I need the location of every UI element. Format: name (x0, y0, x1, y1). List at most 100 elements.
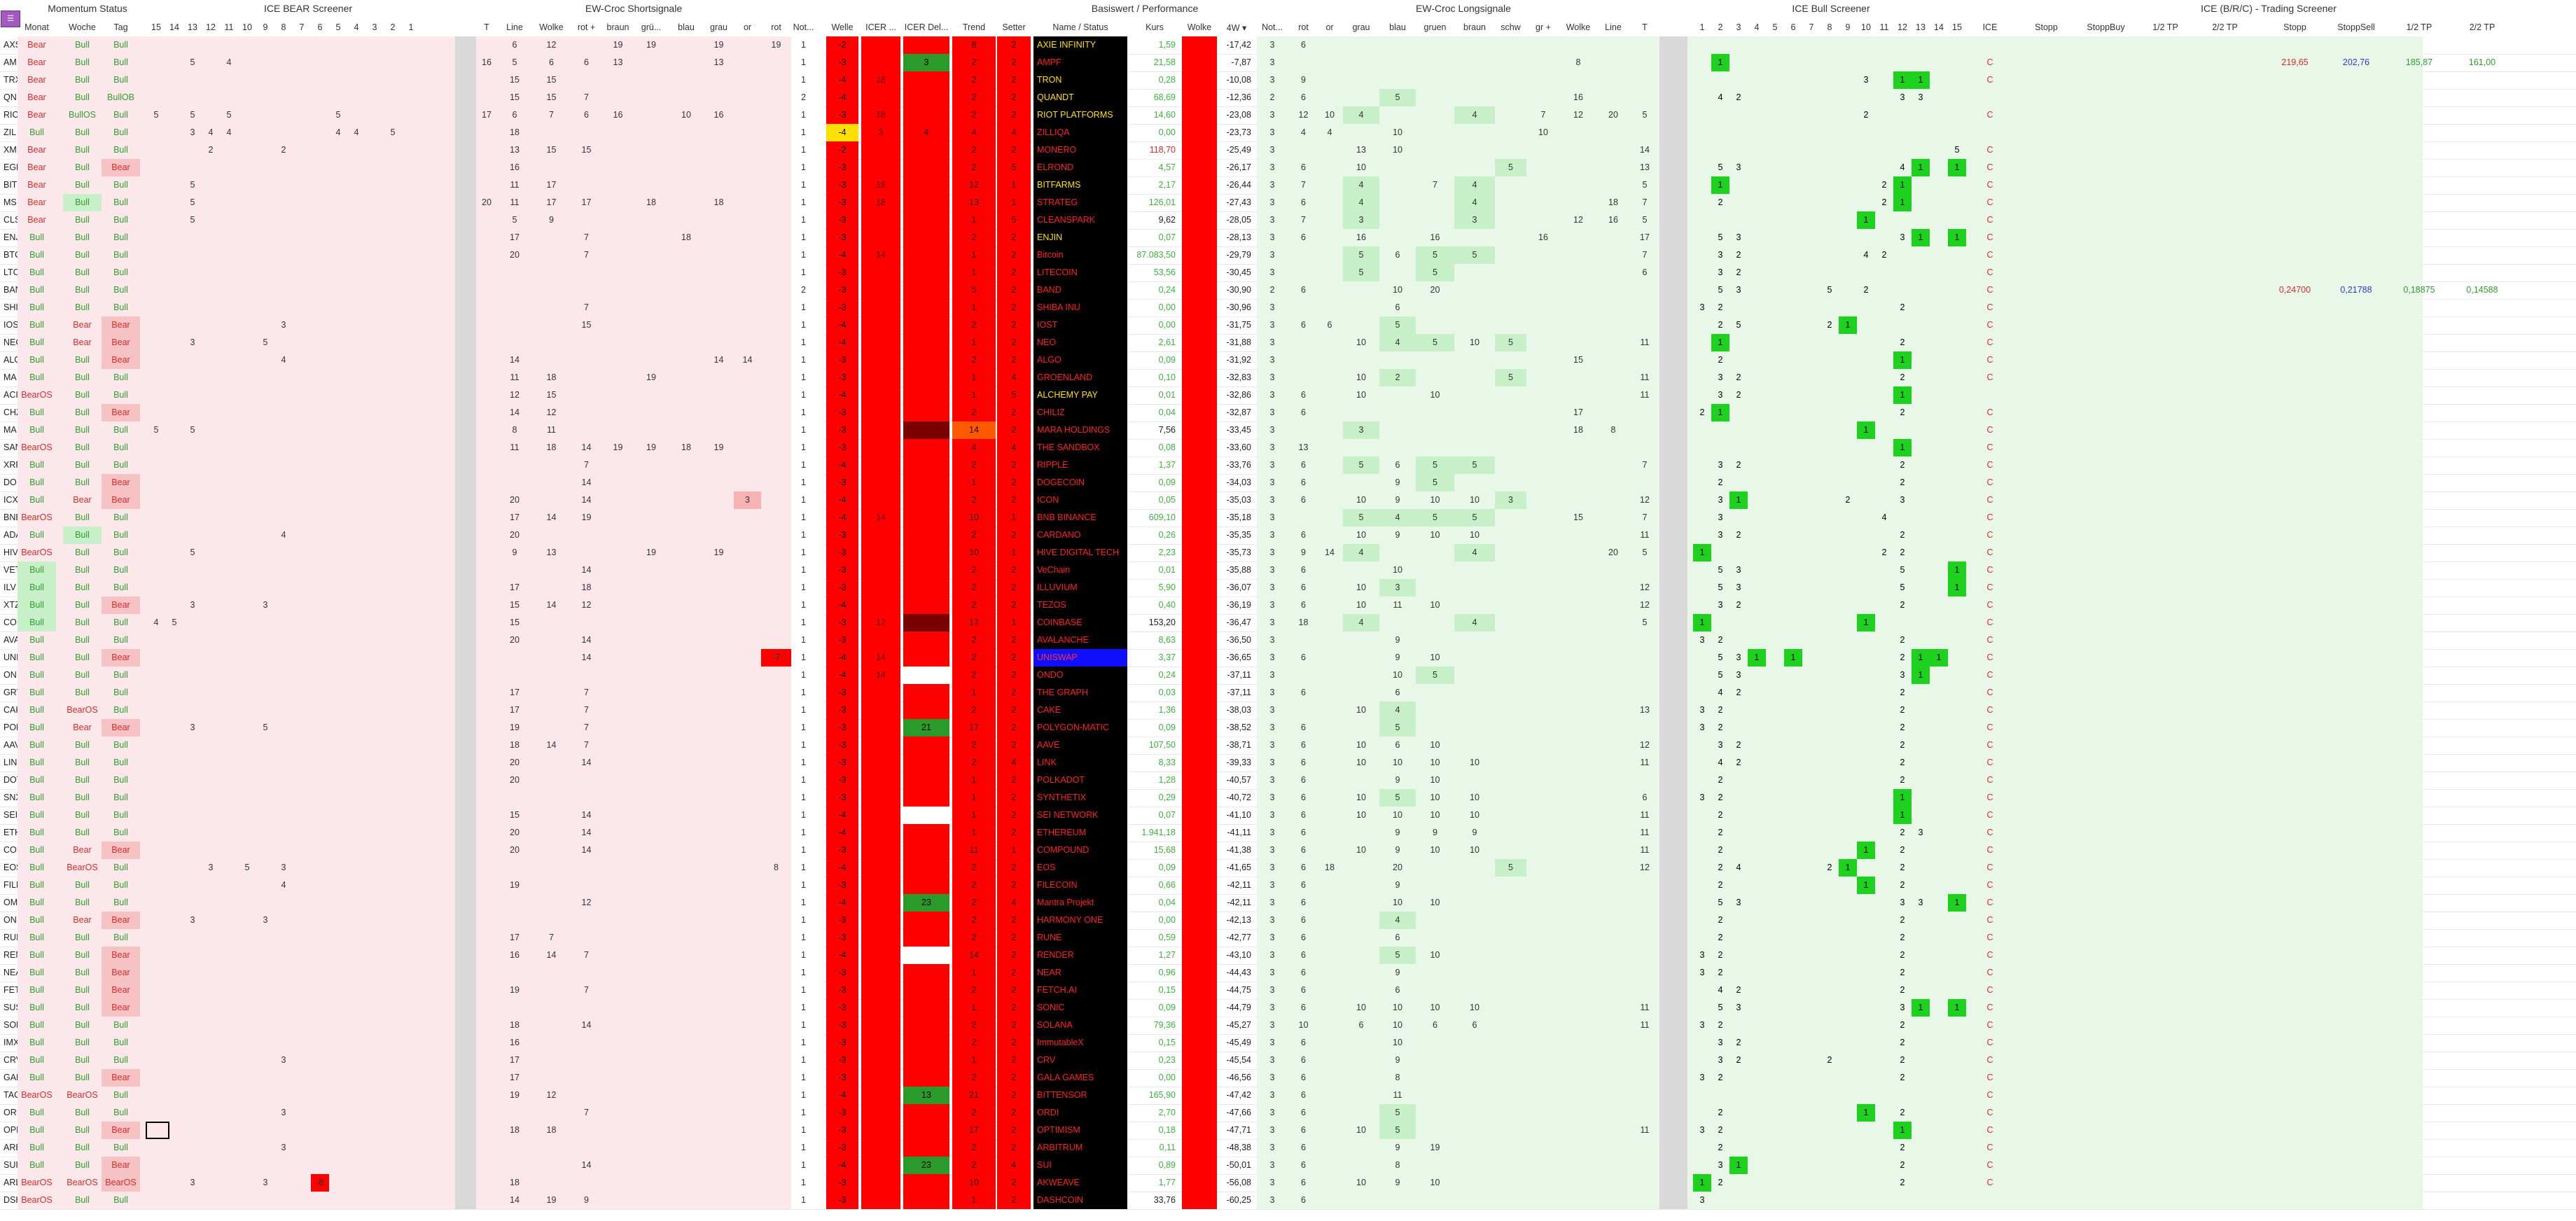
table-row[interactable]: NEABullBullBear1-312NEAR0,96-44,43369322… (0, 964, 2576, 982)
name-status-cell[interactable]: RIOT PLATFORMS (1033, 106, 1127, 124)
header-bear-7[interactable]: 7 (299, 22, 305, 32)
table-row[interactable]: RIO Bear BullOS Bull 5 5 5 5 17 6 7 6 16 10 16 1 -3 18 2 2 R… (0, 106, 2576, 125)
name-status-cell[interactable]: HARMONY ONE (1033, 912, 1127, 929)
name-status-cell[interactable]: BAND (1033, 281, 1127, 299)
name-status-cell[interactable]: ARBITRUM (1033, 1139, 1127, 1157)
header-bear-10[interactable]: 10 (242, 22, 252, 32)
name-status-cell[interactable]: SONIC (1033, 999, 1127, 1017)
table-row[interactable]: ICX Bull Bear Bear 20 14 3 1 -4 2 2 ICON 0,05 -35,03 3… (0, 491, 2576, 510)
table-row[interactable]: LIN Bull Bull Bull 20 14 1 -3 2 4 LINK 8,33 -39,33 3 6… (0, 754, 2576, 772)
header-bull-3[interactable]: 3 (1736, 22, 1741, 32)
table-row[interactable]: SHI Bull Bull Bull 7 1 -3 1 2 SHIBA INU 0,00 -30,96… (0, 299, 2576, 317)
table-row[interactable]: CAKBullBearOSBull1771-322CAKE1,36-38,033… (0, 702, 2576, 720)
header-long-2[interactable]: grau (1352, 22, 1370, 32)
table-row[interactable]: ORIBullBullBull371-322ORDI2,70-47,663652… (0, 1104, 2576, 1122)
table-row[interactable]: QN Bear Bull BullOB 15 15 7 2 -4 2 2 QUANDT 68,69 -12… (0, 89, 2576, 107)
header-name-status[interactable]: Name / Status (1052, 22, 1108, 32)
table-row[interactable]: POLBullBearBear531971-321172POLYGON-MATI… (0, 719, 2576, 737)
table-row[interactable]: BITIBearBullBull511171-318121BITFARMS2,1… (0, 176, 2576, 195)
selected-cell[interactable] (146, 1122, 169, 1139)
name-status-cell[interactable]: ALGO (1033, 351, 1127, 369)
header-wolke[interactable]: Wolke (1187, 22, 1212, 32)
name-status-cell[interactable]: NEO (1033, 334, 1127, 351)
name-status-cell[interactable]: AKWEAVE (1033, 1174, 1127, 1192)
header-long-4[interactable]: gruen (1423, 22, 1447, 32)
name-status-cell[interactable]: RUNE (1033, 929, 1127, 947)
table-row[interactable]: XTZ Bull Bull Bear 3 3 15 14 12 1 -4 2 2 TEZOS 0,40 -36… (0, 596, 2576, 615)
name-status-cell[interactable]: SHIBA INU (1033, 299, 1127, 316)
header-bear-5[interactable]: 5 (335, 22, 341, 32)
header-bear-4[interactable]: 4 (354, 22, 359, 32)
header-bear-14[interactable]: 14 (169, 22, 179, 32)
table-row[interactable]: ADABullBullBull4201-322CARDANO0,26-35,35… (0, 526, 2576, 545)
header-long-6[interactable]: schw (1501, 22, 1521, 32)
name-status-cell[interactable]: QUANDT (1033, 89, 1127, 106)
name-status-cell[interactable]: CHILIZ (1033, 404, 1127, 421)
header-icer-delta[interactable]: ICER Del... (904, 22, 949, 32)
table-row[interactable]: AVA Bull Bull Bull 20 14 1 -3 2 2 AVALANCHE 8,63 -36… (0, 632, 2576, 650)
name-status-cell[interactable]: LITECOIN (1033, 264, 1127, 281)
table-row[interactable]: COIBullBullBull54151-317171COINBASE153,2… (0, 614, 2576, 632)
name-status-cell[interactable]: MARA HOLDINGS (1033, 421, 1127, 439)
table-row[interactable]: UNI Bull Bull Bear 14 -7 1 -4 14 2 2 UNISWAP 3,37 -36… (0, 649, 2576, 667)
header-notify-2[interactable]: Not... (1262, 22, 1283, 32)
header-long-1[interactable]: or (1325, 22, 1334, 32)
name-status-cell[interactable]: POLKADOT (1033, 772, 1127, 789)
table-row[interactable]: MA Bull Bull Bull 11 18 19 1 -3 1 4 GROENLAND 0,10 -3… (0, 369, 2576, 387)
name-status-cell[interactable]: STRATEG (1033, 194, 1127, 211)
header-long-3[interactable]: blau (1389, 22, 1406, 32)
header-bull-12[interactable]: 12 (1898, 22, 1907, 32)
header-tp1[interactable]: 1/2 TP (2152, 22, 2178, 32)
header-bull-5[interactable]: 5 (1772, 22, 1778, 32)
header-short-6[interactable]: blau (678, 22, 695, 32)
table-row[interactable]: MS Bear Bull Bull 5 20 11 17 17 18 18 1 -3 18 13 1 STRAT… (0, 194, 2576, 212)
name-status-cell[interactable]: Bitcoin (1033, 246, 1127, 264)
header-bull-6[interactable]: 6 (1790, 22, 1796, 32)
header-bear-3[interactable]: 3 (372, 22, 377, 32)
name-status-cell[interactable]: MONERO (1033, 141, 1127, 159)
header-short-0[interactable]: T (484, 22, 489, 32)
name-status-cell[interactable]: TRON (1033, 71, 1127, 89)
table-row[interactable]: AM Bear Bull Bull 4 5 16 5 6 6 13 13 1 -3 3 2 2 AMPF 21,58… (0, 54, 2576, 72)
name-status-cell[interactable]: THE SANDBOX (1033, 439, 1127, 456)
table-row[interactable]: IOS Bull Bear Bear 3 15 1 -4 2 2 IOST 0,00 -31,75 3 6 6… (0, 316, 2576, 335)
table-row[interactable]: IMX Bull Bull Bull 16 1 -3 2 2 ImmutableX 0,15 -45,… (0, 1034, 2576, 1052)
name-status-cell[interactable]: VeChain (1033, 561, 1127, 579)
header-short-1[interactable]: Line (506, 22, 523, 32)
name-status-cell[interactable]: THE GRAPH (1033, 684, 1127, 702)
name-status-cell[interactable]: BNB BINANCE (1033, 509, 1127, 526)
header-bear-15[interactable]: 15 (151, 22, 161, 32)
name-status-cell[interactable]: CARDANO (1033, 526, 1127, 544)
table-row[interactable]: TAC BearOS BearOS Bull 19 12 1 -4 13 21 2 BITTENSOR… (0, 1087, 2576, 1105)
header-bull-13[interactable]: 13 (1916, 22, 1926, 32)
table-row[interactable]: DOTBullBullBull201-312POLKADOT1,28-40,57… (0, 772, 2576, 790)
header-bear-13[interactable]: 13 (188, 22, 197, 32)
table-row[interactable]: SUSBullBullBear1-312SONIC0,09-44,7936101… (0, 999, 2576, 1017)
table-row[interactable]: FILLBullBullBull4191-322FILECOIN0,66-42,… (0, 877, 2576, 895)
table-row[interactable]: MA Bull Bull Bull 5 5 8 11 1 -3 14 2 MARA HOLDINGS 7,… (0, 421, 2576, 440)
table-row[interactable]: VETBullBullBull141-322VeChain0,01-35,883… (0, 561, 2576, 580)
name-status-cell[interactable]: UNISWAP (1033, 649, 1127, 667)
table-row[interactable]: DO Bull Bull Bear 14 1 -3 1 2 DOGECOIN 0,09 -34,03 3… (0, 474, 2576, 492)
table-row[interactable]: LTC Bull Bull Bull 1 -3 1 2 LITECOIN 53,56 -30,45 3… (0, 264, 2576, 282)
table-row[interactable]: ENJBullBullBull177181-322ENJIN0,07-28,13… (0, 229, 2576, 247)
name-status-cell[interactable]: TEZOS (1033, 596, 1127, 614)
table-row[interactable]: RUI Bull Bull Bull 17 7 1 -3 2 2 RUNE 0,59 -42,77 3 6 6… (0, 929, 2576, 947)
table-row[interactable]: HIV BearOS Bull Bull 5 9 13 19 19 1 -3 10 1 HIVE DIGI… (0, 544, 2576, 562)
table-row[interactable]: OPI Bull Bull Bear 18 18 1 -3 17 2 OPTIMISM 0,18 -47… (0, 1122, 2576, 1140)
table-row[interactable]: ALGBullBullBear41414141-322ALGO0,09-31,9… (0, 351, 2576, 370)
header-stopp[interactable]: Stopp (2035, 22, 2058, 32)
name-status-cell[interactable]: BITTENSOR (1033, 1087, 1127, 1104)
name-status-cell[interactable]: ETHEREUM (1033, 824, 1127, 842)
table-row[interactable]: ACI BearOS Bull Bull 12 15 1 -4 1 5 ALCHEMY PAY 0,0… (0, 386, 2576, 405)
header-long-0[interactable]: rot (1298, 22, 1309, 32)
name-status-cell[interactable]: NEAR (1033, 964, 1127, 982)
header-bull-10[interactable]: 10 (1861, 22, 1871, 32)
header-short-4[interactable]: braun (606, 22, 629, 32)
header-tp2b[interactable]: 2/2 TP (2469, 22, 2495, 32)
name-status-cell[interactable]: POLYGON-MATIC (1033, 719, 1127, 737)
header-bull-9[interactable]: 9 (1845, 22, 1851, 32)
